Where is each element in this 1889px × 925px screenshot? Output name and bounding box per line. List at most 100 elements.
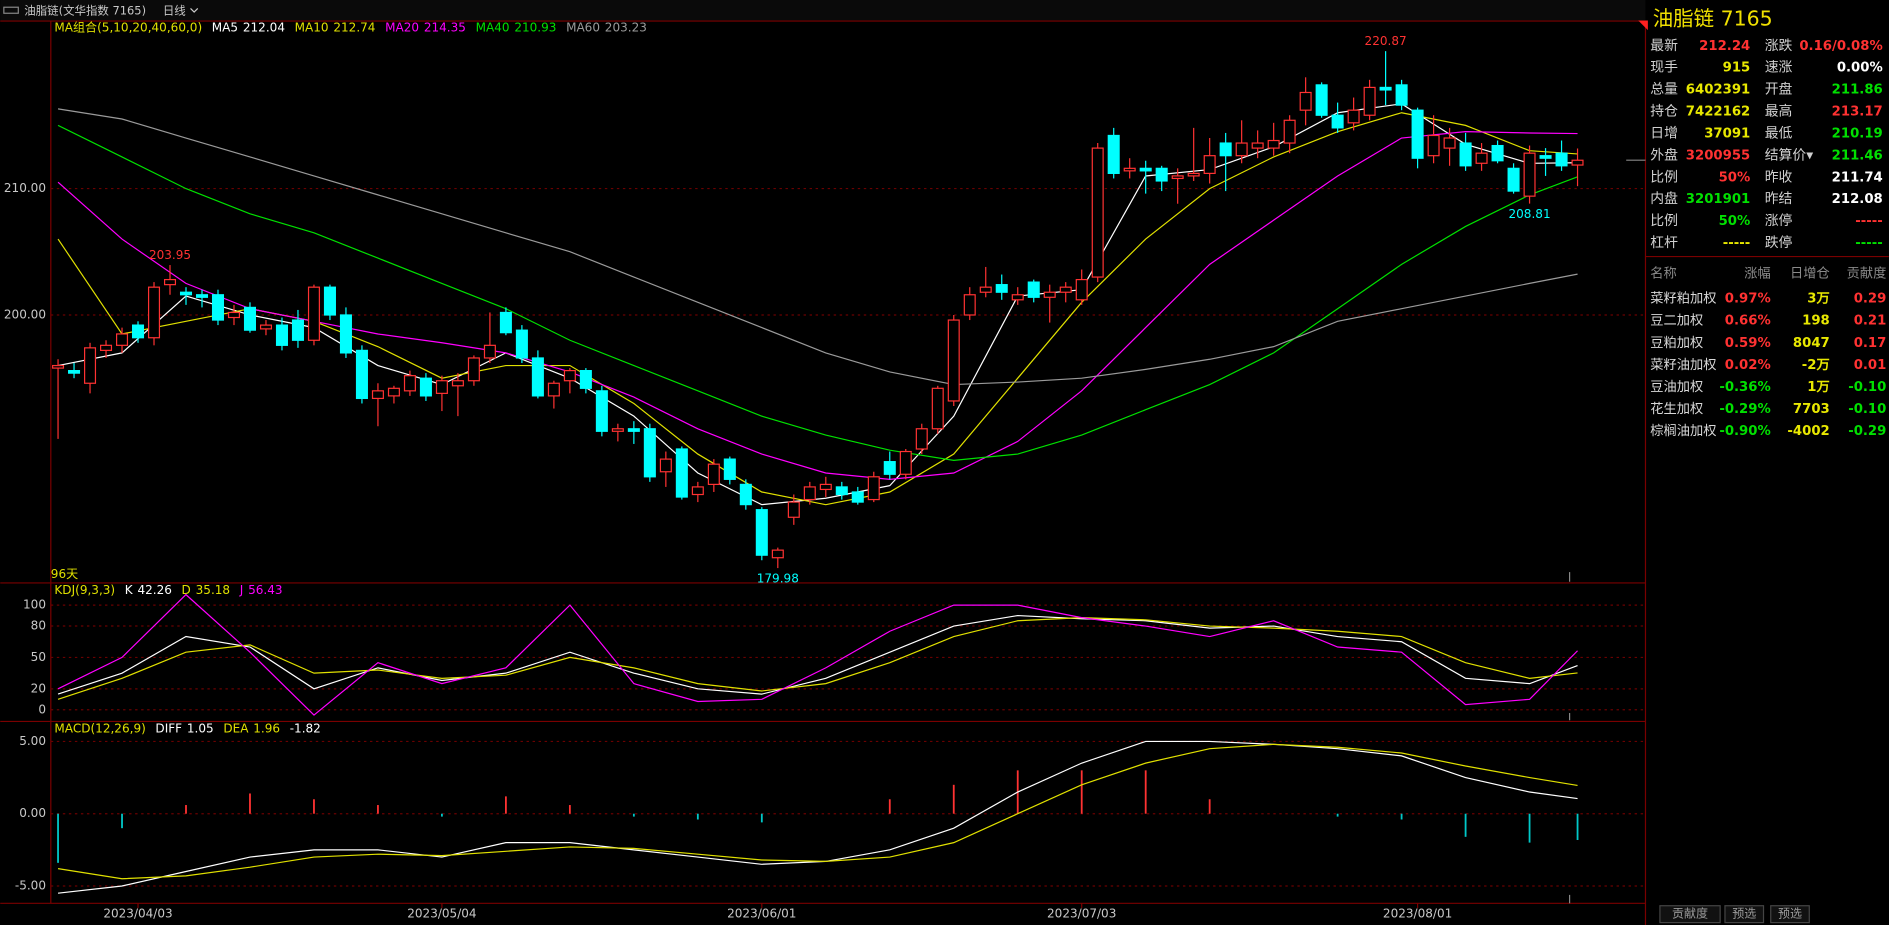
candle-body (1123, 167, 1136, 172)
candle-body (947, 319, 960, 402)
candle-body (1267, 139, 1280, 149)
tab-label[interactable]: 预选 (1778, 907, 1802, 921)
candle-body (595, 390, 608, 432)
table-header: 贡献度 (1847, 265, 1887, 281)
legend-value: 35.18 (196, 583, 230, 597)
quote-value: 915 (1723, 61, 1751, 76)
candle-body (1347, 109, 1360, 124)
legend-name: MA20 (385, 20, 419, 34)
candle-body (179, 291, 193, 296)
y-tick-label: 100 (23, 598, 46, 612)
quote-label: 比例 (1650, 213, 1678, 229)
legend-name: J (239, 583, 244, 597)
candle-body (1299, 91, 1312, 111)
candle-body (1043, 291, 1056, 298)
legend-name: MA5 (212, 20, 238, 34)
candle-body (979, 286, 992, 293)
quote-value: ----- (1855, 236, 1882, 251)
candle-body (1027, 281, 1040, 298)
candle-body (467, 357, 480, 382)
candle-body (659, 458, 672, 473)
table-cell: 1万 (1807, 379, 1829, 395)
y-tick-label: 20 (31, 681, 46, 695)
candle-body (531, 357, 544, 397)
candle-body (963, 294, 976, 316)
candle-body (195, 294, 209, 298)
quote-value: ----- (1723, 236, 1750, 251)
candle-body (563, 370, 576, 382)
candle-body (1251, 142, 1264, 149)
y-tick-label: 200.00 (4, 307, 46, 321)
x-tick-label: 2023/07/03 (1047, 907, 1116, 921)
tab-label[interactable]: 预选 (1732, 907, 1756, 921)
window-title: 油脂链(文华指数 7165) (24, 3, 146, 17)
tab-label[interactable]: 贡献度 (1672, 906, 1708, 921)
candle-body (1331, 114, 1344, 129)
candle-body (307, 286, 320, 341)
table-cell: 198 (1802, 314, 1830, 329)
candle-body (835, 486, 848, 496)
quote-value: 7422162 (1686, 105, 1750, 120)
candle-body (1203, 155, 1216, 174)
table-cell: 0.97% (1725, 292, 1771, 307)
table-cell: 豆二加权 (1650, 312, 1703, 329)
dropdown-arrow[interactable] (190, 8, 199, 13)
candle-body (819, 483, 832, 491)
quote-value: 6402391 (1686, 83, 1750, 98)
quote-label: 结算价▾ (1765, 147, 1814, 163)
legend-title: MACD(12,26,9) (54, 721, 145, 735)
table-cell: 0.17 (1854, 336, 1887, 351)
menu-icon[interactable] (3, 6, 19, 14)
indicator-line (57, 743, 1578, 880)
table-header: 涨幅 (1744, 265, 1770, 281)
candle-body (1235, 142, 1248, 157)
period-select[interactable]: 日线 (163, 3, 186, 17)
quote-value: 37091 (1704, 126, 1750, 141)
legend-name: MA60 (566, 20, 600, 34)
candle-body (915, 428, 928, 450)
quote-label: 现手 (1650, 60, 1678, 76)
table-cell: 0.02% (1725, 358, 1771, 373)
indicator-line (57, 108, 1578, 386)
quote-label: 昨收 (1765, 169, 1793, 185)
y-tick-label: 80 (31, 619, 46, 633)
tab[interactable] (1770, 905, 1810, 924)
quote-label: 昨结 (1765, 191, 1793, 207)
legend-title: KDJ(9,3,3) (54, 583, 115, 597)
candle-body (739, 483, 752, 506)
table-cell: 棕榈油加权 (1650, 422, 1716, 439)
candle-body (419, 377, 432, 397)
candle-body (147, 286, 161, 339)
extreme-label: 203.95 (149, 248, 191, 262)
table-cell: -0.10 (1848, 402, 1886, 417)
table-cell: -0.36% (1719, 380, 1770, 395)
legend-value: 42.26 (137, 583, 171, 597)
legend: KDJ(9,3,3) K 42.26 D 35.18 J 56.43 (54, 583, 282, 597)
quote-title: 油脂链 7165 (1653, 6, 1773, 30)
candle-body (723, 458, 736, 480)
candle-body (1363, 86, 1376, 116)
legend-value: 1.05 (187, 721, 214, 735)
candle-body (803, 486, 816, 501)
tab[interactable] (1659, 905, 1721, 924)
candle-body (1011, 294, 1024, 301)
quote-value: ----- (1855, 214, 1882, 229)
candle-body (643, 428, 656, 478)
tabs (1659, 905, 1810, 924)
extreme-label: 220.87 (1365, 34, 1407, 48)
tab[interactable] (1724, 905, 1765, 924)
table-cell: -0.10 (1848, 380, 1886, 395)
legend-name: K (125, 583, 134, 597)
legend-value: 210.93 (514, 20, 556, 34)
y-tick-label: 5.00 (19, 734, 46, 748)
quote-value: 3200955 (1686, 148, 1750, 163)
candle-body (243, 306, 257, 331)
quote-value: 212.08 (1832, 192, 1883, 207)
table-cell: -0.29% (1719, 402, 1770, 417)
candle-body (227, 311, 241, 319)
quote-label: 总量 (1650, 82, 1678, 98)
candle-body (451, 380, 464, 387)
indicator-line (57, 593, 1578, 716)
quote-value: 50% (1719, 214, 1751, 229)
